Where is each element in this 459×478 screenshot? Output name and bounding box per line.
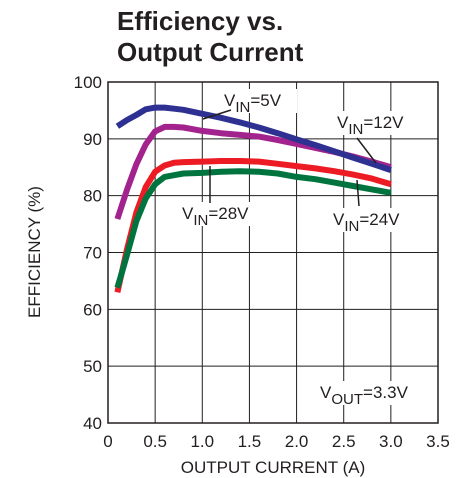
annotation-background [179,202,264,226]
annotation-vout-3-3v: VOUT=3.3V [317,381,427,408]
annotation-background [330,208,415,232]
y-tick-label-5: 90 [83,130,102,149]
y-axis-label: EFFICIENCY (%) [25,186,44,318]
annotation-vin-12v: VIN=12V [334,111,419,164]
annotation-leader-line [356,179,360,207]
annotation-text: VOUT=3.3V [320,383,409,408]
y-tick-label-1: 50 [83,357,102,376]
annotation-background [334,111,419,135]
chart-title: Efficiency vs. Output Current [117,6,303,68]
annotation-text: VIN=24V [333,210,400,235]
x-tick-label-4: 2.0 [285,432,309,451]
x-tick-label-7: 3.5 [426,432,450,451]
series-line-vin-24v [114,158,392,293]
series-lines [114,104,392,293]
chart-title-line-1: Efficiency vs. [117,6,284,36]
annotation-text: VIN=12V [337,113,404,138]
y-tick-label-2: 60 [83,300,102,319]
annotation-text: VIN=5V [224,91,282,116]
y-tick-label-4: 80 [83,187,102,206]
x-tick-label-5: 2.5 [332,432,356,451]
y-tick-label-0: 40 [83,414,102,433]
x-tick-label-6: 3.0 [379,432,403,451]
annotation-leader-line [202,109,232,120]
x-tick-label-0: 0 [103,432,112,451]
chart-title-line-2: Output Current [117,37,304,67]
tick-labels: 0 0.5 1.0 1.5 2.0 2.5 3.0 3.5 40 50 60 70 80 90 100 [74,73,450,451]
annotation-leader-line [356,137,377,164]
x-tick-label-1: 0.5 [143,432,167,451]
x-tick-label-3: 1.5 [238,432,262,451]
annotation-text: VIN=28V [182,204,249,229]
series-line-vin-5v [115,104,392,173]
x-axis-label: OUTPUT CURRENT (A) [181,458,366,477]
annotation-background [317,381,427,405]
x-tick-label-2: 1.0 [190,432,214,451]
y-tick-label-3: 70 [83,244,102,263]
y-tick-label-6: 100 [74,73,102,92]
annotation-vin-5v: VIN=5V [202,89,297,120]
annotation-vin-24v: VIN=24V [330,179,415,235]
annotations: VIN=5V VIN=12V VIN=28V VIN=24V VOUT=3.3V [179,89,427,408]
plot-frame [107,81,439,424]
annotation-vin-28v: VIN=28V [179,166,264,229]
annotation-background [221,89,297,113]
series-line-vin-28v [114,168,392,289]
